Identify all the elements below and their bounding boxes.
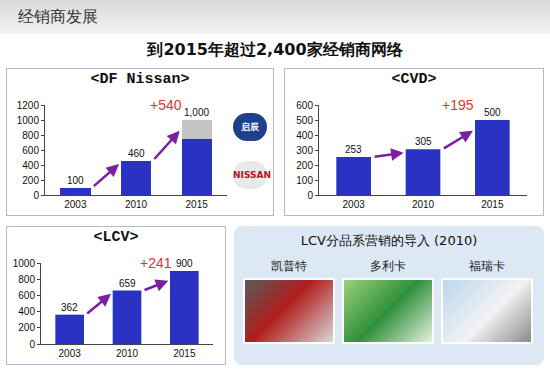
svg-text:2003: 2003: [343, 199, 366, 210]
svg-text:400: 400: [296, 130, 313, 141]
svg-text:1000: 1000: [17, 115, 40, 126]
svg-text:2015: 2015: [173, 348, 196, 359]
svg-text:500: 500: [296, 115, 313, 126]
svg-text:2015: 2015: [186, 199, 209, 210]
html-text:NISSAN: NISSAN: [233, 170, 271, 180]
svg-text:600: 600: [22, 145, 39, 156]
svg-text:800: 800: [22, 130, 39, 141]
svg-text:305: 305: [415, 136, 432, 147]
svg-text:100: 100: [67, 175, 84, 186]
svg-text:+195: +195: [442, 97, 474, 113]
svg-text:1200: 1200: [17, 100, 40, 111]
svg-text:200: 200: [18, 322, 35, 333]
svg-text:0: 0: [307, 190, 313, 201]
svg-text:0: 0: [29, 339, 35, 350]
svg-text:800: 800: [18, 274, 35, 285]
svg-text:2003: 2003: [59, 348, 82, 359]
svg-text:0: 0: [33, 190, 39, 201]
html-text:<CVD>: <CVD>: [391, 71, 437, 88]
svg-text:200: 200: [296, 160, 313, 171]
svg-text:2015: 2015: [481, 199, 504, 210]
svg-text:2010: 2010: [412, 199, 435, 210]
svg-text:2010: 2010: [116, 348, 139, 359]
html-text:多利卡: 多利卡: [370, 259, 406, 273]
html-text:LCV分品系营销的导入 (2010): LCV分品系营销的导入 (2010): [300, 233, 478, 248]
svg-text:362: 362: [61, 302, 78, 313]
html-text:凯普特: 凯普特: [271, 259, 307, 273]
html-text:<LCV>: <LCV>: [93, 229, 139, 246]
svg-text:400: 400: [22, 160, 39, 171]
svg-text:+241: +241: [140, 255, 172, 271]
svg-text:200: 200: [22, 175, 39, 186]
svg-text:100: 100: [296, 175, 313, 186]
html-text:福瑞卡: 福瑞卡: [469, 259, 505, 273]
svg-text:253: 253: [345, 144, 362, 155]
svg-text:1,000: 1,000: [184, 107, 209, 118]
svg-text:2003: 2003: [64, 199, 87, 210]
html-text:经销商发展: 经销商发展: [18, 7, 98, 26]
html-text:启辰: 启辰: [241, 122, 259, 132]
html-text:<DF Nissan>: <DF Nissan>: [90, 71, 190, 88]
html-text:到2015年超过2,400家经销商网络: 到2015年超过2,400家经销商网络: [147, 40, 403, 59]
svg-text:+540: +540: [150, 97, 182, 113]
svg-text:600: 600: [296, 100, 313, 111]
svg-text:300: 300: [296, 145, 313, 156]
svg-text:400: 400: [18, 306, 35, 317]
svg-text:900: 900: [176, 258, 193, 269]
svg-text:460: 460: [128, 148, 145, 159]
svg-text:1000: 1000: [13, 258, 36, 269]
svg-text:659: 659: [119, 278, 136, 289]
svg-text:600: 600: [18, 290, 35, 301]
svg-text:500: 500: [484, 107, 501, 118]
svg-text:2010: 2010: [125, 199, 148, 210]
